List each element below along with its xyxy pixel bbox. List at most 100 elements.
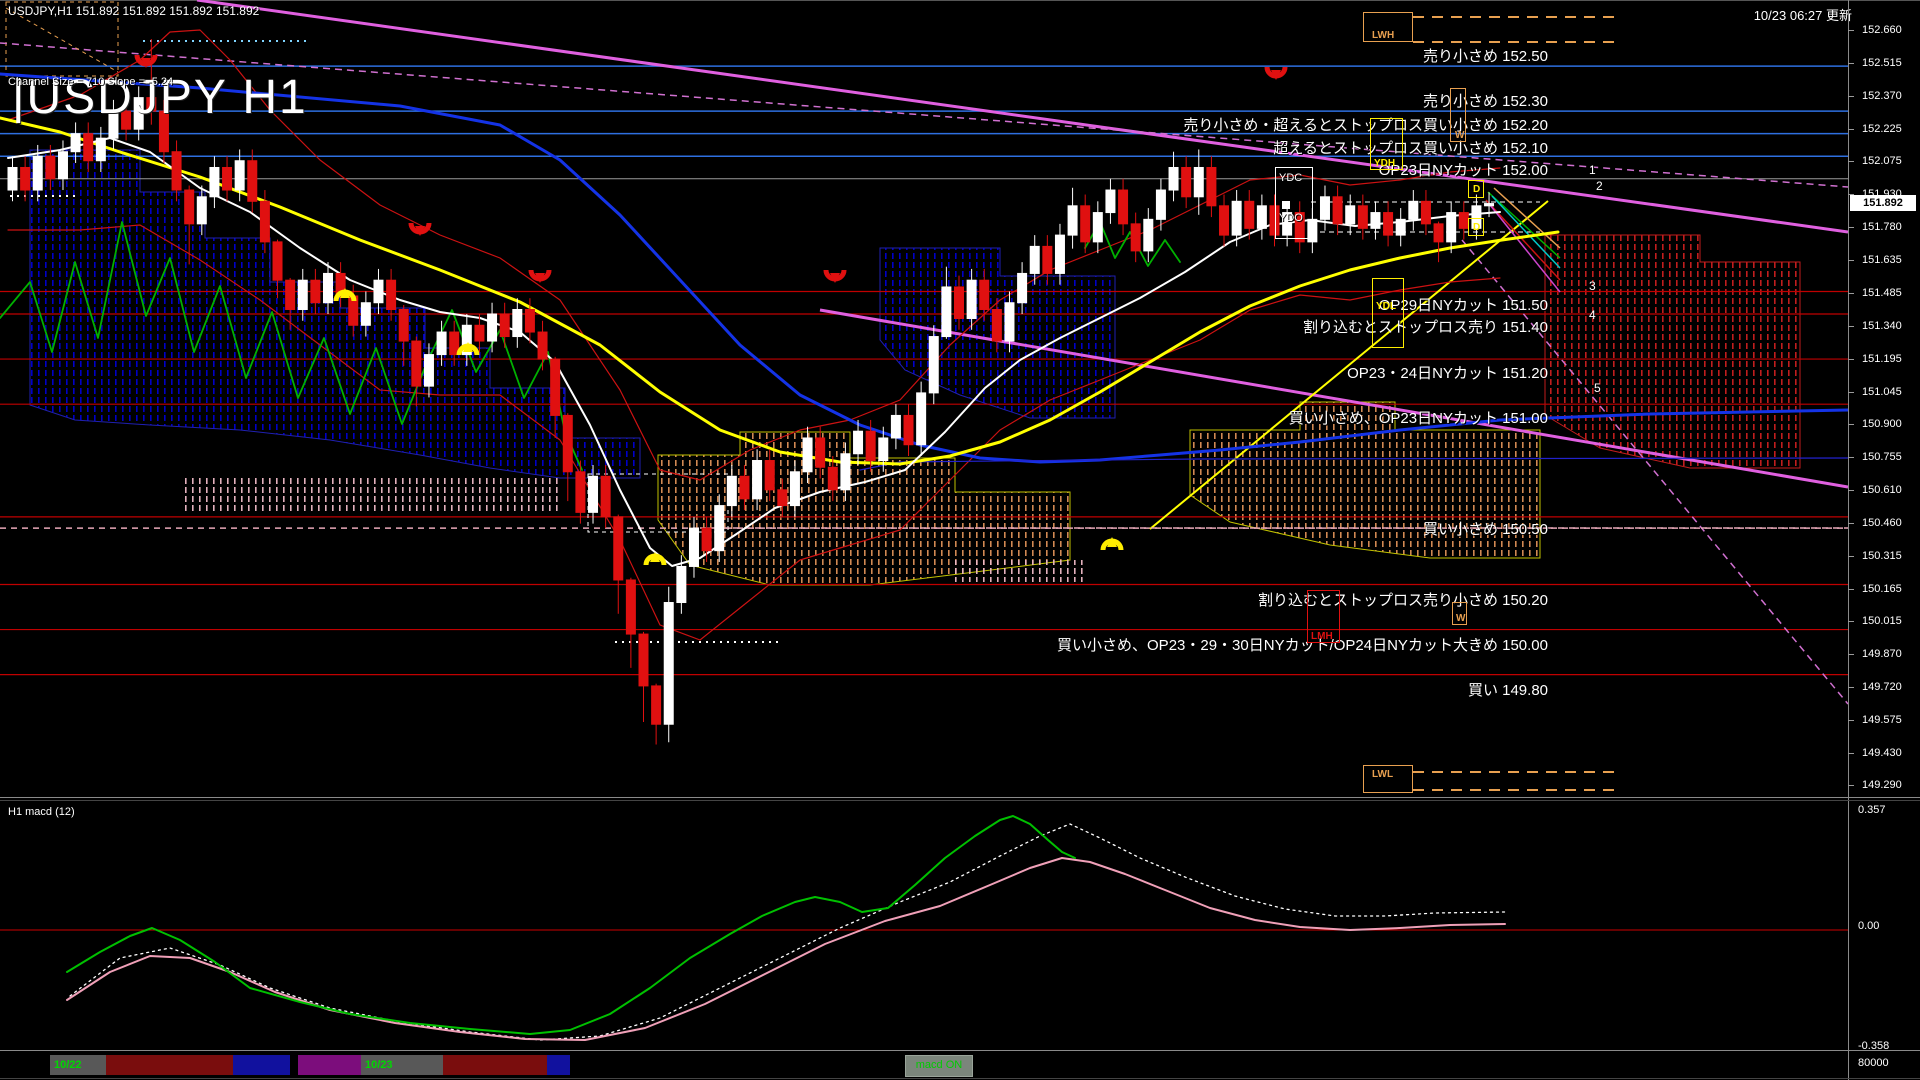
- level-annotation: 割り込むとストップロス売り小さめ 150.20: [1257, 592, 1548, 609]
- up-signal-arrow-icon: [1100, 537, 1124, 551]
- price-axis-tick: [1848, 785, 1854, 786]
- level-annotation: 売り小さめ 152.30: [1422, 93, 1548, 110]
- price-axis-tick: [1848, 720, 1854, 721]
- marker-box-lwl: LWL: [1363, 765, 1413, 793]
- price-axis-tick: [1848, 260, 1854, 261]
- level-annotation: OP23・24日NYカット 151.20: [1347, 365, 1548, 382]
- window-top-border: [0, 0, 1920, 1]
- price-axis-tick: [1848, 227, 1854, 228]
- macd-axis-label: 0.00: [1858, 920, 1880, 932]
- main-chart-canvas[interactable]: [0, 0, 1848, 797]
- ydc-label: YDC: [1279, 172, 1303, 184]
- marker-box-label: W: [1455, 130, 1465, 141]
- macd-axis-label: 0.357: [1858, 804, 1886, 816]
- date-label: 10/22: [54, 1059, 82, 1071]
- macd-toggle-button[interactable]: macd ON: [905, 1055, 973, 1077]
- marker-box-label: LMH: [1311, 631, 1333, 642]
- update-timestamp: 10/23 06:27 更新: [1753, 8, 1852, 23]
- date-label: 10/23: [365, 1059, 393, 1071]
- level-annotation: 売り小さめ・超えるとストップロス買い小さめ 152.20: [1183, 117, 1548, 134]
- level-annotation: OP23日NYカット 152.00: [1378, 162, 1548, 179]
- price-axis-label: 152.515: [1862, 57, 1902, 69]
- ohlc-readout: USDJPY,H1 151.892 151.892 151.892 151.89…: [8, 4, 260, 18]
- price-axis-tick: [1848, 523, 1854, 524]
- price-axis-tick: [1848, 392, 1854, 393]
- price-axis-label: 150.610: [1862, 484, 1902, 496]
- price-axis-tick: [1848, 293, 1854, 294]
- level-annotation: 買い小さめ 150.50: [1422, 521, 1548, 538]
- wave-number: 2: [1596, 179, 1603, 193]
- marker-box-label: W: [1456, 613, 1466, 624]
- price-axis-label: 152.660: [1862, 24, 1902, 36]
- up-signal-arrow-icon: [643, 552, 667, 566]
- price-axis-label: 151.340: [1862, 320, 1902, 332]
- wave-number: 5: [1594, 381, 1601, 395]
- price-axis-label: 149.720: [1862, 681, 1902, 693]
- price-axis-tick: [1848, 457, 1854, 458]
- symbol-watermark: |USDJPY H1: [12, 71, 308, 124]
- marker-box-label: YDL: [1376, 301, 1396, 312]
- marker-box-lwh: LWH: [1363, 12, 1413, 42]
- price-axis-label: 151.930: [1862, 188, 1902, 200]
- macd-panel-canvas[interactable]: [0, 801, 1848, 1050]
- price-axis-label: 152.075: [1862, 155, 1902, 167]
- ydc-marker: [1282, 201, 1290, 209]
- price-axis-label: 151.635: [1862, 254, 1902, 266]
- session-segment: [443, 1055, 547, 1075]
- price-axis-label: 149.430: [1862, 747, 1902, 759]
- price-axis-tick: [1848, 63, 1854, 64]
- price-axis-label: 151.485: [1862, 287, 1902, 299]
- session-segment: 10/22: [50, 1055, 106, 1075]
- price-axis-label: 151.195: [1862, 353, 1902, 365]
- level-annotation: 超えるとストップロス買い小さめ 152.10: [1273, 140, 1548, 157]
- price-axis-tick: [1848, 589, 1854, 590]
- session-segment: [298, 1055, 361, 1075]
- marker-box-ydl: YDL: [1372, 278, 1404, 348]
- price-axis-tick: [1848, 424, 1854, 425]
- level-annotation: 買い小さめ、OP23・29・30日NYカット/OP24日NYカット大きめ 150…: [1057, 637, 1548, 654]
- marker-box-d: D: [1468, 180, 1484, 198]
- ydo-label: YDO: [1279, 212, 1303, 224]
- level-annotation: 割り込むとストップロス売り 151.40: [1302, 319, 1548, 336]
- marker-box-ydh: YDH: [1370, 118, 1403, 170]
- price-axis-label: 151.780: [1862, 221, 1902, 233]
- price-axis-tick: [1848, 96, 1854, 97]
- price-axis-tick: [1848, 30, 1854, 31]
- marker-box-label: D: [1473, 222, 1481, 233]
- marker-box-label: D: [1473, 184, 1481, 195]
- level-annotation: 売り小さめ 152.50: [1422, 48, 1548, 65]
- macd-axis-label: -0.358: [1858, 1040, 1890, 1052]
- yesterday-ohlc-box: YDC YDO: [1275, 167, 1313, 239]
- up-signal-arrow-icon: [333, 288, 357, 302]
- price-axis-label: 150.460: [1862, 517, 1902, 529]
- price-axis-label: 149.870: [1862, 648, 1902, 660]
- level-annotation: 買い小さめ、OP23日NYカット 151.00: [1288, 410, 1548, 427]
- down-signal-arrow-icon: [134, 54, 158, 68]
- level-annotation: 買い 149.80: [1467, 682, 1548, 699]
- price-axis-label: 149.290: [1862, 779, 1902, 791]
- wave-number: 3: [1589, 279, 1596, 293]
- price-axis-tick: [1848, 556, 1854, 557]
- price-axis-tick: [1848, 490, 1854, 491]
- marker-box-w: W: [1450, 88, 1466, 142]
- price-axis-label: 150.755: [1862, 451, 1902, 463]
- timeline-separator: [0, 1050, 1920, 1051]
- wave-number: 1: [1589, 163, 1596, 177]
- price-axis-tick: [1848, 654, 1854, 655]
- price-axis-tick: [1848, 326, 1854, 327]
- window-bottom-border: [0, 1078, 1920, 1079]
- marker-box-w: W: [1452, 602, 1467, 625]
- price-axis-label: 150.900: [1862, 418, 1902, 430]
- price-axis-tick: [1848, 621, 1854, 622]
- price-axis-label: 150.015: [1862, 615, 1902, 627]
- down-signal-arrow-icon: [528, 269, 552, 283]
- price-axis-label: 152.225: [1862, 123, 1902, 135]
- channel-info: Channel Size = 710 Slope = -5.24: [8, 76, 174, 88]
- current-price-tag: 151.892: [1850, 195, 1916, 211]
- session-segment: [233, 1055, 290, 1075]
- price-axis-tick: [1848, 359, 1854, 360]
- marker-box-lmh: LMH: [1307, 590, 1340, 643]
- panel-separator-top: [0, 797, 1920, 798]
- session-segment: [547, 1055, 570, 1075]
- up-signal-arrow-icon: [456, 342, 480, 356]
